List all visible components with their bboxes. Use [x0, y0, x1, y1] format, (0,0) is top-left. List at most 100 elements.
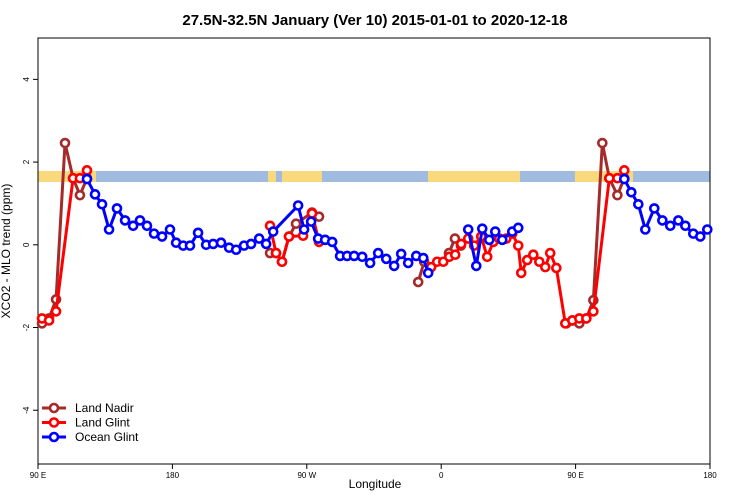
legend-label: Land Nadir [75, 401, 134, 415]
series [81, 173, 713, 279]
point [290, 218, 302, 230]
point [134, 215, 146, 226]
legend-marker [48, 402, 60, 414]
point [283, 231, 295, 242]
point [680, 220, 691, 232]
point [356, 251, 368, 263]
point [50, 306, 62, 317]
x-tick-label: 180 [166, 471, 180, 480]
point [305, 216, 317, 227]
point [380, 253, 392, 265]
ocean-band [38, 171, 710, 182]
point [270, 247, 282, 259]
point [267, 226, 279, 237]
point [581, 313, 592, 324]
point [496, 234, 508, 246]
point [481, 251, 493, 263]
x-tick-label: 0 [439, 471, 444, 480]
point [74, 189, 86, 201]
point [156, 231, 168, 242]
point [528, 249, 539, 261]
point [664, 220, 676, 232]
point [43, 315, 55, 326]
series [36, 137, 630, 329]
point [515, 267, 527, 279]
point [618, 165, 630, 176]
y-axis-label: XCO2 - MLO trend (ppm) [0, 184, 13, 319]
point [521, 254, 533, 266]
y-tick-label: 2 [22, 159, 31, 164]
point [372, 247, 384, 259]
point [253, 233, 265, 244]
point [618, 173, 630, 185]
point [512, 222, 524, 234]
point [476, 223, 488, 234]
plot-frame [37, 37, 711, 465]
point [184, 240, 196, 251]
point [127, 220, 139, 232]
point [111, 203, 123, 214]
point [673, 215, 684, 226]
point [306, 208, 318, 219]
point [422, 267, 434, 279]
chart-title: 27.5N-32.5N January (Ver 10) 2015-01-01 … [182, 12, 567, 29]
point [633, 198, 644, 210]
point [412, 276, 424, 288]
y-tick-label: -4 [22, 406, 31, 414]
point [402, 257, 414, 269]
point [388, 260, 400, 272]
point [626, 186, 637, 198]
point [192, 227, 204, 239]
legend-marker [48, 417, 60, 428]
point [551, 262, 562, 274]
point [489, 226, 501, 237]
land-band [38, 171, 96, 182]
point [164, 224, 176, 235]
x-tick-label: 90 E [30, 471, 46, 480]
point [512, 240, 524, 251]
point [298, 224, 310, 235]
point [89, 189, 101, 200]
y-tick-label: 4 [22, 77, 31, 82]
map-strip [38, 171, 710, 182]
y-tick-label: 0 [22, 242, 31, 247]
point [395, 248, 407, 260]
point [81, 173, 93, 185]
point [103, 224, 115, 235]
point [230, 244, 242, 256]
legend-marker [48, 431, 60, 443]
point [640, 224, 651, 235]
land-band [575, 171, 633, 182]
point [694, 231, 706, 242]
point [81, 165, 93, 176]
point [539, 261, 551, 273]
point [119, 215, 131, 226]
point [455, 238, 467, 250]
point [483, 234, 495, 246]
point [292, 200, 304, 211]
point [348, 250, 360, 262]
x-tick-label: 90 E [567, 471, 583, 480]
y-tick-label: -2 [22, 323, 31, 331]
point [245, 238, 257, 250]
x-tick-label: 90 W [297, 471, 316, 480]
land-band [282, 171, 322, 182]
point [215, 237, 227, 249]
point [648, 203, 660, 214]
x-axis-label: Longitude [349, 477, 402, 491]
land-band [268, 171, 276, 182]
x-tick-label: 180 [703, 471, 717, 480]
land-band [428, 171, 520, 182]
point [449, 233, 461, 244]
point [260, 238, 272, 250]
point [96, 198, 108, 210]
point [612, 189, 623, 201]
point [657, 215, 668, 226]
point [702, 224, 713, 235]
point [364, 257, 376, 269]
point [276, 256, 288, 268]
point [326, 236, 338, 248]
point [588, 306, 599, 317]
legend-label: Land Glint [75, 416, 130, 430]
point [417, 252, 429, 264]
